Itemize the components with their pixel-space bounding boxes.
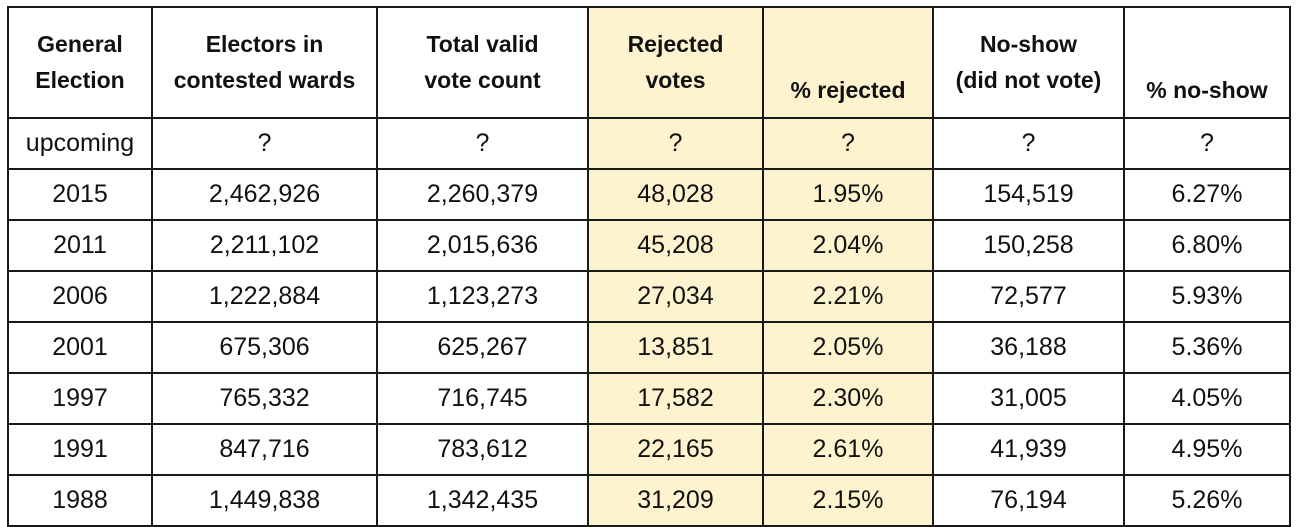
header-no-show-line: No-show	[979, 30, 1078, 57]
cell-electors: 1,222,884	[151, 270, 378, 323]
header-percent-no-show-line: % no-show	[1146, 77, 1268, 104]
cell-percent-no-show: 4.95%	[1123, 423, 1291, 476]
cell-election: 1997	[7, 372, 153, 425]
header-general-election-line: General	[37, 30, 123, 57]
cell-no-show: 72,577	[932, 270, 1125, 323]
cell-percent-no-show: 6.27%	[1123, 168, 1291, 221]
cell-election: 2011	[7, 219, 153, 272]
table-row: 2001 675,306 625,267 13,851 2.05% 36,188 5.36%	[7, 321, 1291, 374]
cell-no-show: 154,519	[932, 168, 1125, 221]
header-percent-rejected-line: % rejected	[790, 77, 906, 104]
header-row: General Election Electors in contested ward…	[7, 6, 1291, 119]
cell-rejected-votes: 31,209	[587, 474, 764, 527]
cell-percent-rejected: 2.04%	[762, 219, 934, 272]
cell-total-valid: ?	[376, 117, 589, 170]
cell-total-valid: 1,123,273	[376, 270, 589, 323]
cell-rejected-votes: ?	[587, 117, 764, 170]
cell-total-valid: 625,267	[376, 321, 589, 374]
cell-election: 2015	[7, 168, 153, 221]
header-total-valid-line: Total valid	[426, 30, 539, 57]
cell-electors: ?	[151, 117, 378, 170]
election-table: General Election Electors in contested ward…	[7, 6, 1291, 527]
table-row: 1997 765,332 716,745 17,582 2.30% 31,005 4.05%	[7, 372, 1291, 425]
table-row: 2015 2,462,926 2,260,379 48,028 1.95% 154,519…	[7, 168, 1291, 221]
table-row: 2006 1,222,884 1,123,273 27,034 2.21% 72,577 5…	[7, 270, 1291, 323]
header-total-valid: Total valid vote count	[376, 6, 589, 119]
header-electors-line: Electors in	[205, 30, 324, 57]
cell-no-show: 76,194	[932, 474, 1125, 527]
table-row: 1991 847,716 783,612 22,165 2.61% 41,939 4.95%	[7, 423, 1291, 476]
cell-percent-no-show: 5.93%	[1123, 270, 1291, 323]
header-total-valid-line: vote count	[424, 66, 541, 93]
table-body: upcoming?????? 2015 2,462,926 2,260,379 48,0…	[7, 117, 1291, 527]
header-rejected-votes-line: Rejected	[627, 30, 724, 57]
cell-election: 1991	[7, 423, 153, 476]
cell-electors: 765,332	[151, 372, 378, 425]
cell-percent-rejected: ?	[762, 117, 934, 170]
cell-percent-no-show: 5.36%	[1123, 321, 1291, 374]
cell-electors: 675,306	[151, 321, 378, 374]
header-general-election-line: Election	[35, 66, 125, 93]
cell-rejected-votes: 22,165	[587, 423, 764, 476]
cell-percent-rejected: 1.95%	[762, 168, 934, 221]
header-electors: Electors in contested wards	[151, 6, 378, 119]
header-rejected-votes: Rejected votes	[587, 6, 764, 119]
cell-electors: 2,211,102	[151, 219, 378, 272]
cell-percent-rejected: 2.30%	[762, 372, 934, 425]
cell-percent-no-show: ?	[1123, 117, 1291, 170]
cell-percent-no-show: 4.05%	[1123, 372, 1291, 425]
cell-percent-no-show: 5.26%	[1123, 474, 1291, 527]
cell-electors: 2,462,926	[151, 168, 378, 221]
cell-total-valid: 2,260,379	[376, 168, 589, 221]
cell-rejected-votes: 13,851	[587, 321, 764, 374]
cell-percent-rejected: 2.61%	[762, 423, 934, 476]
header-no-show: No-show (did not vote)	[932, 6, 1125, 119]
cell-no-show: 36,188	[932, 321, 1125, 374]
cell-rejected-votes: 17,582	[587, 372, 764, 425]
table-row: 2011 2,211,102 2,015,636 45,208 2.04% 150,258…	[7, 219, 1291, 272]
cell-election: 2006	[7, 270, 153, 323]
cell-no-show: 41,939	[932, 423, 1125, 476]
cell-election: 1988	[7, 474, 153, 527]
table-row: 1988 1,449,838 1,342,435 31,209 2.15% 76,194 5…	[7, 474, 1291, 527]
header-no-show-line: (did not vote)	[955, 66, 1102, 93]
cell-electors: 1,449,838	[151, 474, 378, 527]
cell-percent-rejected: 2.15%	[762, 474, 934, 527]
cell-no-show: 31,005	[932, 372, 1125, 425]
cell-total-valid: 716,745	[376, 372, 589, 425]
cell-electors: 847,716	[151, 423, 378, 476]
cell-percent-rejected: 2.05%	[762, 321, 934, 374]
cell-rejected-votes: 48,028	[587, 168, 764, 221]
cell-no-show: ?	[932, 117, 1125, 170]
header-electors-line: contested wards	[173, 66, 356, 93]
table-row: upcoming??????	[7, 117, 1291, 170]
cell-no-show: 150,258	[932, 219, 1125, 272]
cell-total-valid: 1,342,435	[376, 474, 589, 527]
cell-percent-rejected: 2.21%	[762, 270, 934, 323]
header-rejected-votes-line: votes	[645, 66, 706, 93]
cell-rejected-votes: 45,208	[587, 219, 764, 272]
header-percent-rejected: % rejected	[762, 6, 934, 119]
cell-rejected-votes: 27,034	[587, 270, 764, 323]
cell-percent-no-show: 6.80%	[1123, 219, 1291, 272]
cell-election: upcoming	[7, 117, 153, 170]
cell-total-valid: 2,015,636	[376, 219, 589, 272]
header-percent-no-show: % no-show	[1123, 6, 1291, 119]
cell-election: 2001	[7, 321, 153, 374]
header-general-election: General Election	[7, 6, 153, 119]
cell-total-valid: 783,612	[376, 423, 589, 476]
